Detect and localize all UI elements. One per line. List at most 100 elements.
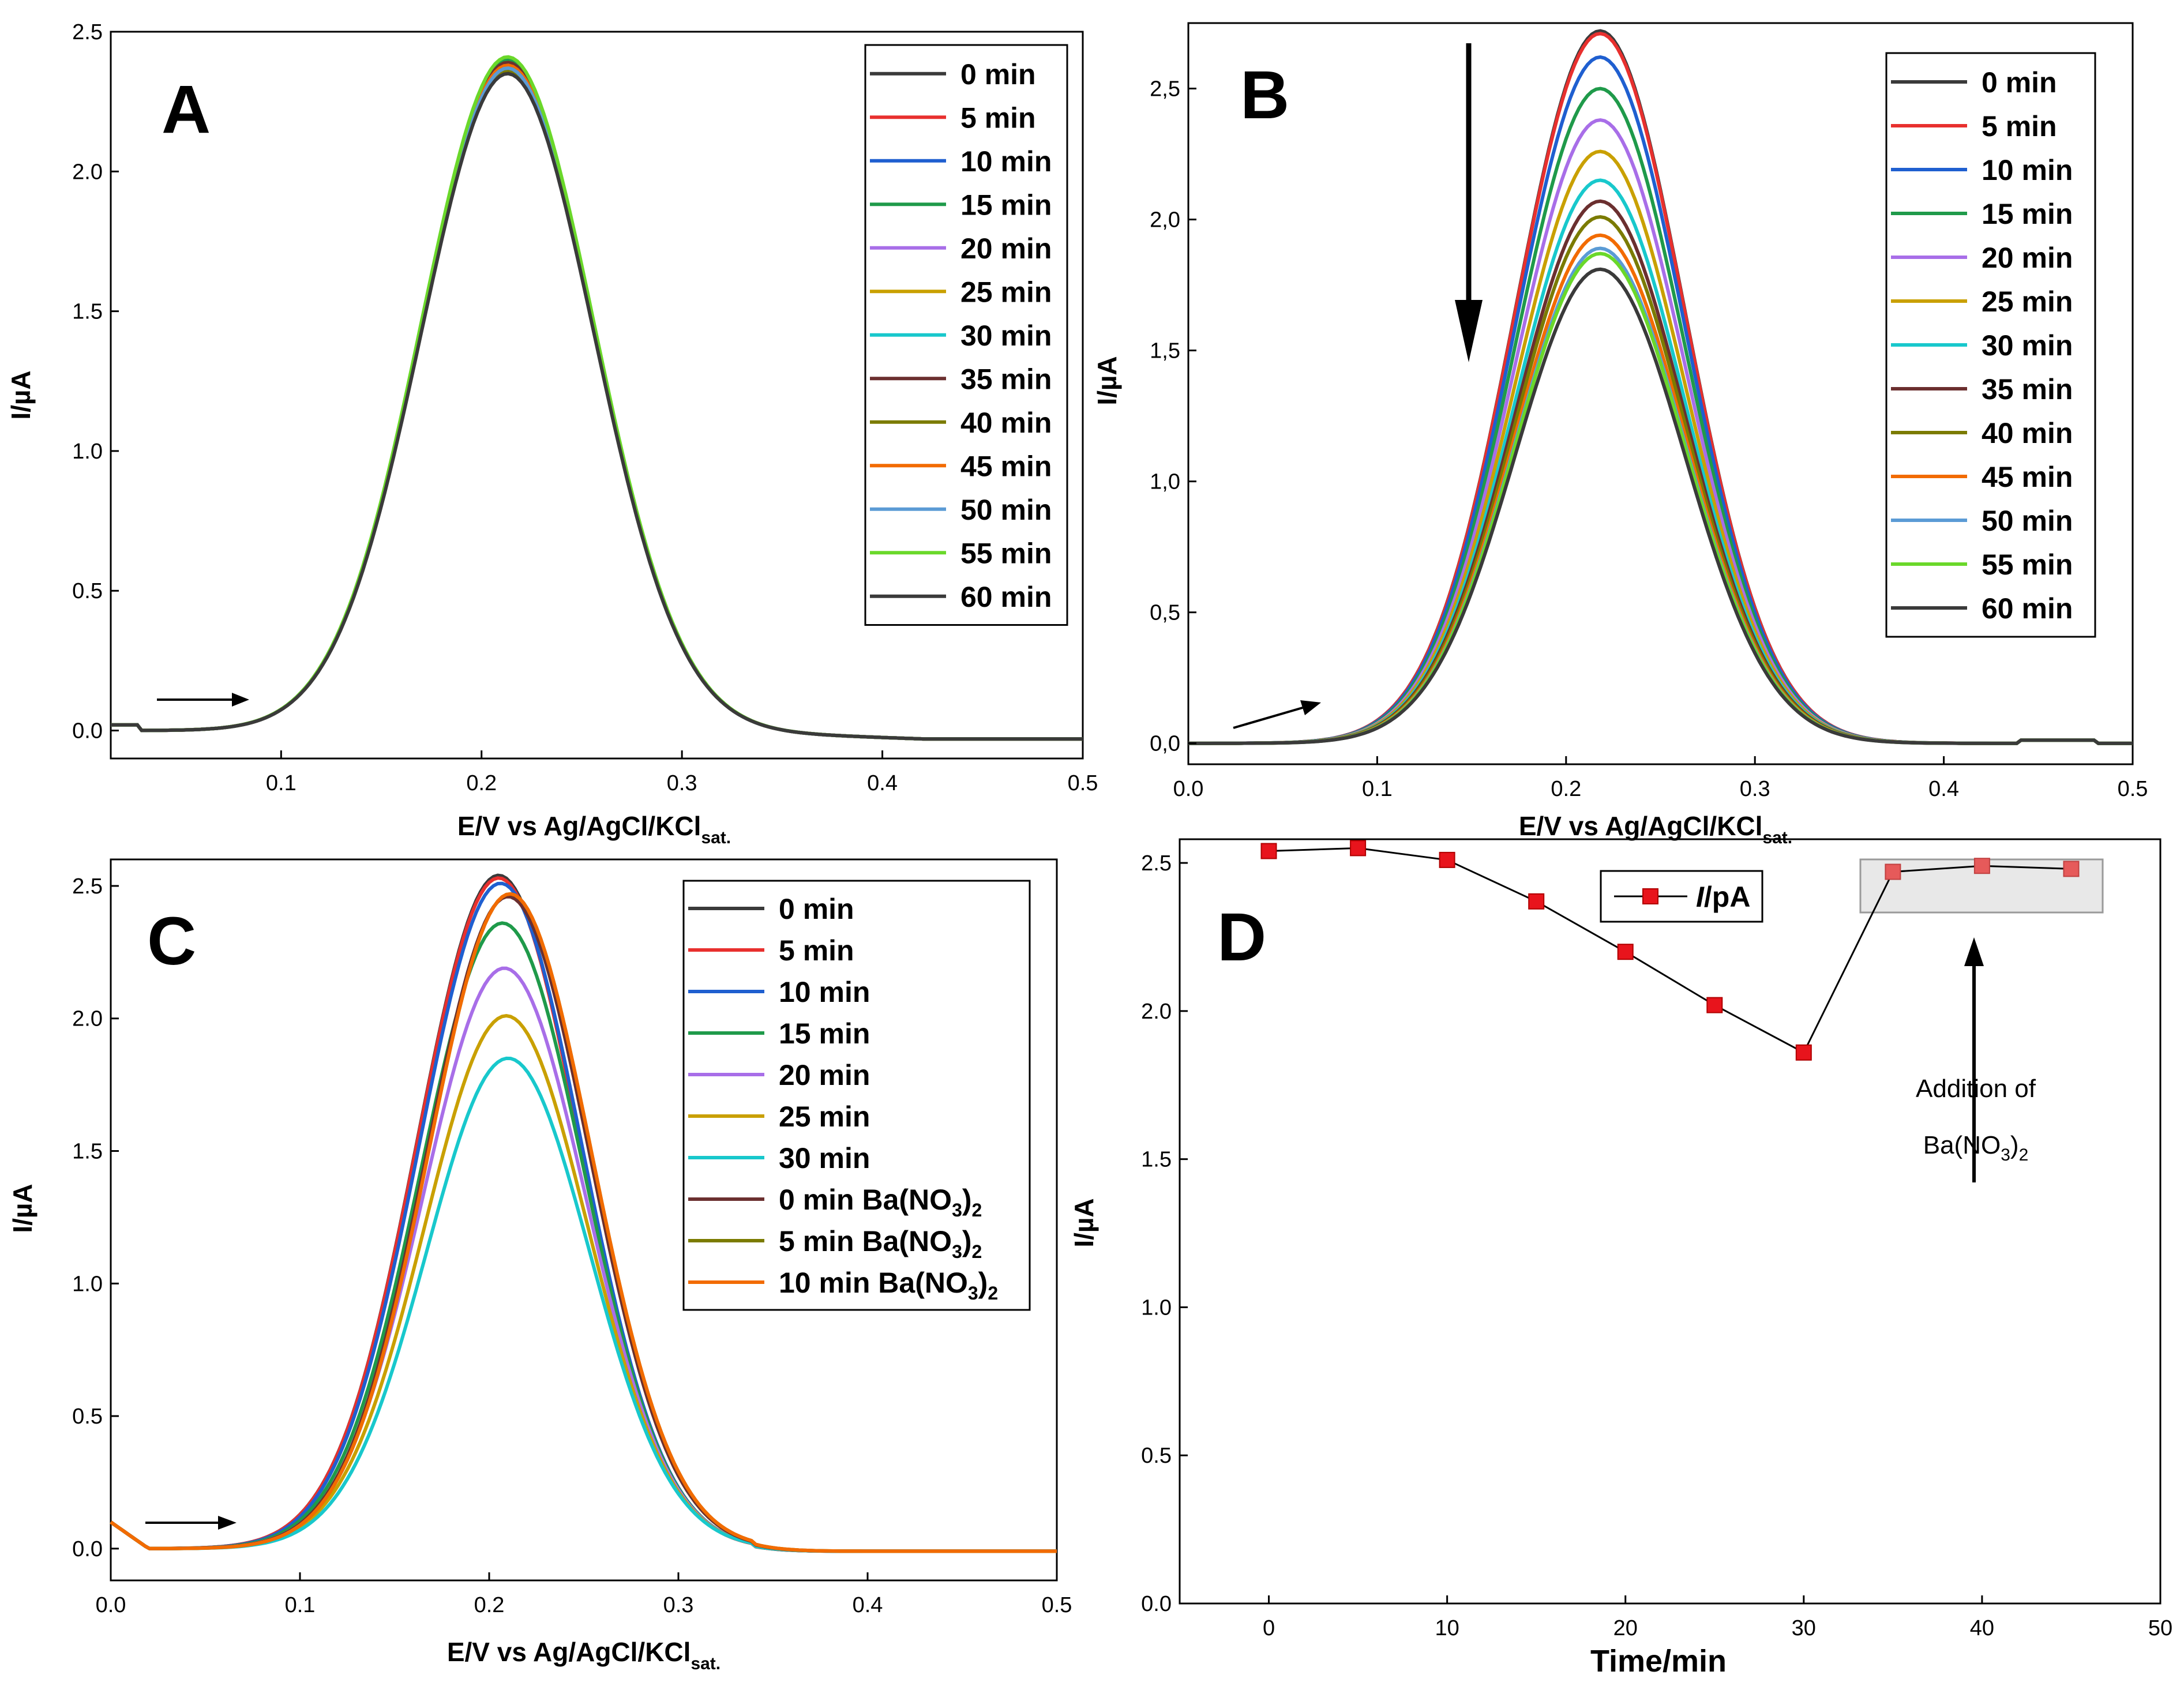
panel-d-ytick-label: 1.0 (1141, 1295, 1172, 1320)
panel-a-xtick-label: 0.4 (867, 771, 898, 795)
panel-b-legend-label: 0 min (1982, 66, 2057, 99)
panel-a-xlabel-main: E/V vs Ag/AgCl/KCl (457, 811, 701, 841)
panel-a-ytick-label: 0.5 (72, 579, 103, 603)
panel-b-legend-label: 45 min (1982, 461, 2073, 493)
panel-a-ytick-label: 2.5 (72, 20, 103, 44)
panel-b-ytick-label: 0,0 (1150, 732, 1180, 756)
panel-c-xlabel-main: E/V vs Ag/AgCl/KCl (447, 1637, 691, 1667)
panel-b-xlabel-sub: sat. (1762, 828, 1792, 847)
panel-c-legend-label: 0 min (779, 893, 854, 925)
panel-b-xtick-label: 0.0 (1173, 777, 1204, 801)
panel-c-ytick-label: 0.0 (72, 1537, 103, 1561)
panel-d-data-point (1795, 1044, 1812, 1061)
panel-d-plot-area (1179, 838, 2162, 1605)
panel-c-legend-label: 15 min (779, 1017, 870, 1050)
panel-a-xtick-label: 0.2 (466, 771, 497, 795)
panel-b-xtick-label: 0.3 (1740, 777, 1770, 801)
panel-a-xlabel: E/V vs Ag/AgCl/KClsat. (457, 811, 731, 847)
panel-c-legend-label: 0 min Ba(NO3)2 (779, 1184, 982, 1220)
panel-b-ytick-label: 2,5 (1150, 77, 1180, 102)
panel-c-xlabel-sub: sat. (691, 1654, 721, 1673)
panel-d-ytick-label: 2.5 (1141, 851, 1172, 876)
panel-d-data-point (1350, 840, 1367, 857)
panel-d-xtick-label: 20 (1613, 1616, 1638, 1640)
panel-c-legend-label: 5 min (779, 934, 854, 967)
panel-b-scan-arrow (1233, 707, 1303, 729)
panel-b-curves (1188, 29, 2133, 745)
panel-b-legend-label: 35 min (1982, 373, 2073, 405)
panel-b-legend-label: 60 min (1982, 592, 2073, 625)
panel-a-legend-label: 50 min (960, 494, 1052, 526)
panel-c-legend-label: 30 min (779, 1142, 870, 1174)
panel-b-legend-label: 5 min (1982, 110, 2057, 142)
panel-c-xlabel: E/V vs Ag/AgCl/KClsat. (447, 1637, 721, 1673)
panel-b-legend-label: 40 min (1982, 417, 2073, 449)
panel-d-legend: I/pA (1600, 870, 1763, 923)
panel-a: 0.0 0.5 1.0 1.5 2.0 2.5 0.1 0.2 0.3 0.4 0.5 A I/µ… (6, 20, 1098, 847)
panel-c-letter: C (147, 903, 196, 979)
panel-d-annotation-line2: Ba(NO3)2 (1923, 1131, 2029, 1165)
panel-c-legend-label: 20 min (779, 1059, 870, 1091)
panel-a-ytick-label: 1.0 (72, 440, 103, 464)
panel-a-curves (111, 55, 1083, 741)
panel-c-ytick-label: 1.0 (72, 1272, 103, 1296)
panel-d-data-point (1973, 858, 1990, 874)
panel-d-addition-arrow-head (1964, 937, 1984, 966)
panel-c-legend-box (682, 880, 1031, 1311)
panel-b-letter: B (1240, 57, 1289, 133)
panel-a-ytick-label: 0.0 (72, 719, 103, 743)
panel-b-legend-label: 55 min (1982, 549, 2073, 581)
panel-a-xtick-label: 0.3 (667, 771, 697, 795)
panel-d-ytick-label: 2.0 (1141, 1000, 1172, 1024)
panel-d-data-point (1528, 893, 1545, 910)
panel-b-decrease-arrow-head (1455, 300, 1483, 362)
panel-d-series-line (1269, 847, 2072, 1054)
panel-d-ylabel: I/µA (1069, 1198, 1099, 1247)
panel-a-legend-label: 30 min (960, 320, 1052, 352)
panel-d-data-point (1617, 944, 1634, 960)
panel-a-ylabel: I/µA (6, 370, 36, 419)
panel-a-legend-label: 5 min (960, 102, 1036, 134)
panel-d-xlabel: Time/min (1590, 1644, 1727, 1678)
panel-c-ytick-label: 2.5 (72, 874, 103, 899)
panel-b-xtick-label: 0.4 (1928, 777, 1959, 801)
panel-b-legend-label: 10 min (1982, 154, 2073, 186)
panel-b-curve (1188, 267, 2133, 745)
panel-d-annotation-line1: Addition of (1916, 1075, 2036, 1103)
panel-c-plot-area (110, 858, 1058, 1582)
panel-b-xlabel: E/V vs Ag/AgCl/KClsat. (1519, 811, 1792, 847)
panel-c-curves (110, 873, 1057, 1553)
panel-a-xtick-label: 0.5 (1068, 771, 1098, 795)
panel-d-letter: D (1217, 899, 1266, 975)
panel-c-xtick-label: 0.4 (853, 1593, 883, 1617)
panel-b-ytick-label: 0,5 (1150, 601, 1180, 625)
panel-b-legend-label: 25 min (1982, 286, 2073, 318)
panel-c-xtick-label: 0.5 (1042, 1593, 1072, 1617)
panel-b-ytick-label: 1,0 (1150, 470, 1180, 494)
panel-c: 0.00.51.01.52.02.5 0.0 0.1 0.2 0.3 0.4 0.5 C … (7, 858, 1072, 1673)
panel-c-xtick-label: 0.2 (474, 1593, 505, 1617)
panel-a-legend-label: 20 min (960, 232, 1052, 265)
panel-a-legend-label: 15 min (960, 189, 1052, 221)
panel-d-ytick-label: 1.5 (1141, 1148, 1172, 1172)
panel-d-xtick-label: 50 (2148, 1616, 2172, 1640)
panel-d: 0.0 0.5 1.0 1.5 2.0 2.5 0 10 20 30 40 50 D I/µA Ti… (1069, 838, 2172, 1678)
panel-b-scan-arrow-head (1300, 700, 1321, 715)
panel-c-scan-arrow-head (218, 1516, 237, 1530)
panel-c-xtick-label: 0.3 (663, 1593, 694, 1617)
panel-c-legend-label: 5 min Ba(NO3)2 (779, 1225, 982, 1262)
panel-d-xtick-label: 40 (1970, 1616, 1994, 1640)
panel-d-xtick-label: 30 (1792, 1616, 1816, 1640)
panel-a-legend-label: 40 min (960, 407, 1052, 439)
panel-d-data-point (1439, 851, 1455, 868)
panel-b-legend-label: 30 min (1982, 329, 2073, 362)
panel-a-legend-label: 25 min (960, 276, 1052, 308)
panel-a-legend-label: 10 min (960, 145, 1052, 178)
panel-d-xtick-label: 0 (1263, 1616, 1275, 1640)
panel-b: 0,00,51,01,52,02,5 0.0 0.1 0.2 0.3 0.4 0.5 B … (1092, 22, 2148, 847)
panel-a-plot-area (110, 31, 1084, 760)
panel-c-ylabel: I/µA (7, 1184, 37, 1233)
panel-c-legend-label: 10 min Ba(NO3)2 (779, 1267, 998, 1304)
panel-a-scan-arrow-head (232, 693, 249, 707)
